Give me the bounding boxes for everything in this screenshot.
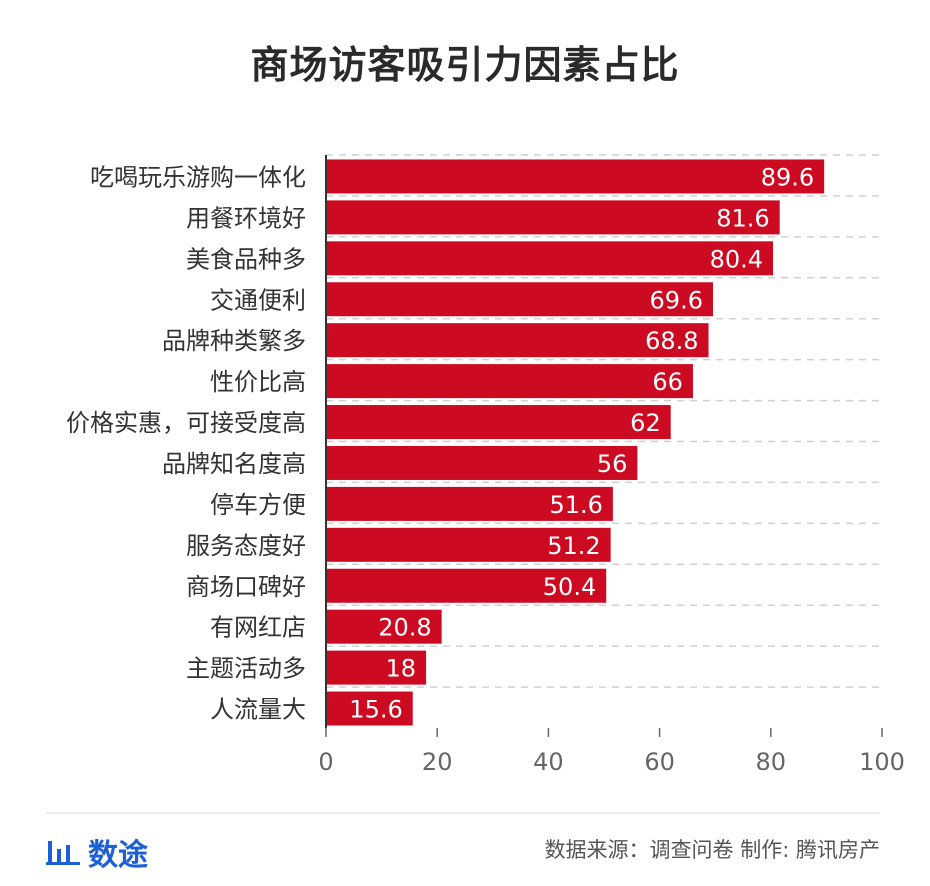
- category-label: 吃喝玩乐游购一体化: [90, 163, 306, 191]
- category-label: 用餐环境好: [186, 204, 306, 232]
- bar-value-label: 66: [652, 368, 683, 396]
- bar-value-label: 62: [630, 409, 661, 437]
- category-label: 服务态度好: [186, 532, 306, 560]
- category-label: 有网红店: [210, 614, 306, 642]
- chart-title: 商场访客吸引力因素占比: [250, 43, 680, 87]
- bar: [326, 200, 780, 235]
- category-label: 性价比高: [210, 368, 306, 396]
- brand-name: 数途: [88, 838, 148, 873]
- bar: [326, 527, 611, 562]
- bar: [326, 568, 607, 603]
- bar-value-label: 51.2: [547, 532, 600, 560]
- bar-value-label: 15.6: [349, 696, 402, 724]
- bar: [326, 691, 413, 726]
- bar: [326, 323, 709, 358]
- category-label: 商场口碑好: [186, 573, 306, 601]
- category-label: 品牌种类繁多: [162, 327, 306, 355]
- x-tick-label: 40: [533, 748, 564, 776]
- bar: [326, 609, 442, 644]
- x-tick-label: 80: [756, 748, 787, 776]
- category-label: 价格实惠，可接受度高: [66, 409, 306, 437]
- bar: [326, 486, 613, 521]
- bar-value-label: 18: [386, 655, 417, 683]
- x-tick-label: 20: [422, 748, 453, 776]
- bar-value-label: 80.4: [710, 245, 763, 273]
- bar-value-label: 51.6: [549, 491, 602, 519]
- category-label: 停车方便: [210, 491, 306, 519]
- bar-chart: 89.6 吃喝玩乐游购一体化 81.6 用餐环境好 80.4 美食品种多 69.6 交通便利 6…: [66, 154, 905, 776]
- bar: [326, 241, 774, 276]
- bar-value-label: 81.6: [716, 204, 769, 232]
- bar: [326, 445, 638, 480]
- x-tick-label: 0: [318, 748, 333, 776]
- category-label: 主题活动多: [186, 655, 306, 683]
- x-tick-label: 100: [859, 748, 905, 776]
- footer-divider: [46, 812, 880, 814]
- brand-logo: 数途: [46, 834, 148, 873]
- bar: [326, 364, 693, 399]
- bar-value-label: 50.4: [543, 573, 596, 601]
- source-text: 数据来源：调查问卷: [544, 838, 734, 862]
- bar: [326, 405, 671, 440]
- bar: [326, 282, 713, 317]
- category-label: 美食品种多: [186, 245, 306, 273]
- bar-value-label: 20.8: [378, 614, 431, 642]
- bar-value-label: 69.6: [650, 286, 703, 314]
- bar-value-label: 68.8: [645, 327, 698, 355]
- source-credit: 数据来源：调查问卷 制作: 腾讯房产: [545, 834, 880, 864]
- bar: [326, 159, 825, 194]
- bar-value-label: 89.6: [761, 163, 814, 191]
- credit-text: 制作: 腾讯房产: [740, 838, 880, 862]
- bar: [326, 650, 427, 685]
- bar-value-label: 56: [597, 450, 628, 478]
- category-label: 交通便利: [210, 286, 306, 314]
- x-tick-label: 60: [644, 748, 675, 776]
- bar-chart-icon: [46, 841, 80, 865]
- category-label: 人流量大: [210, 696, 306, 724]
- category-label: 品牌知名度高: [162, 450, 306, 478]
